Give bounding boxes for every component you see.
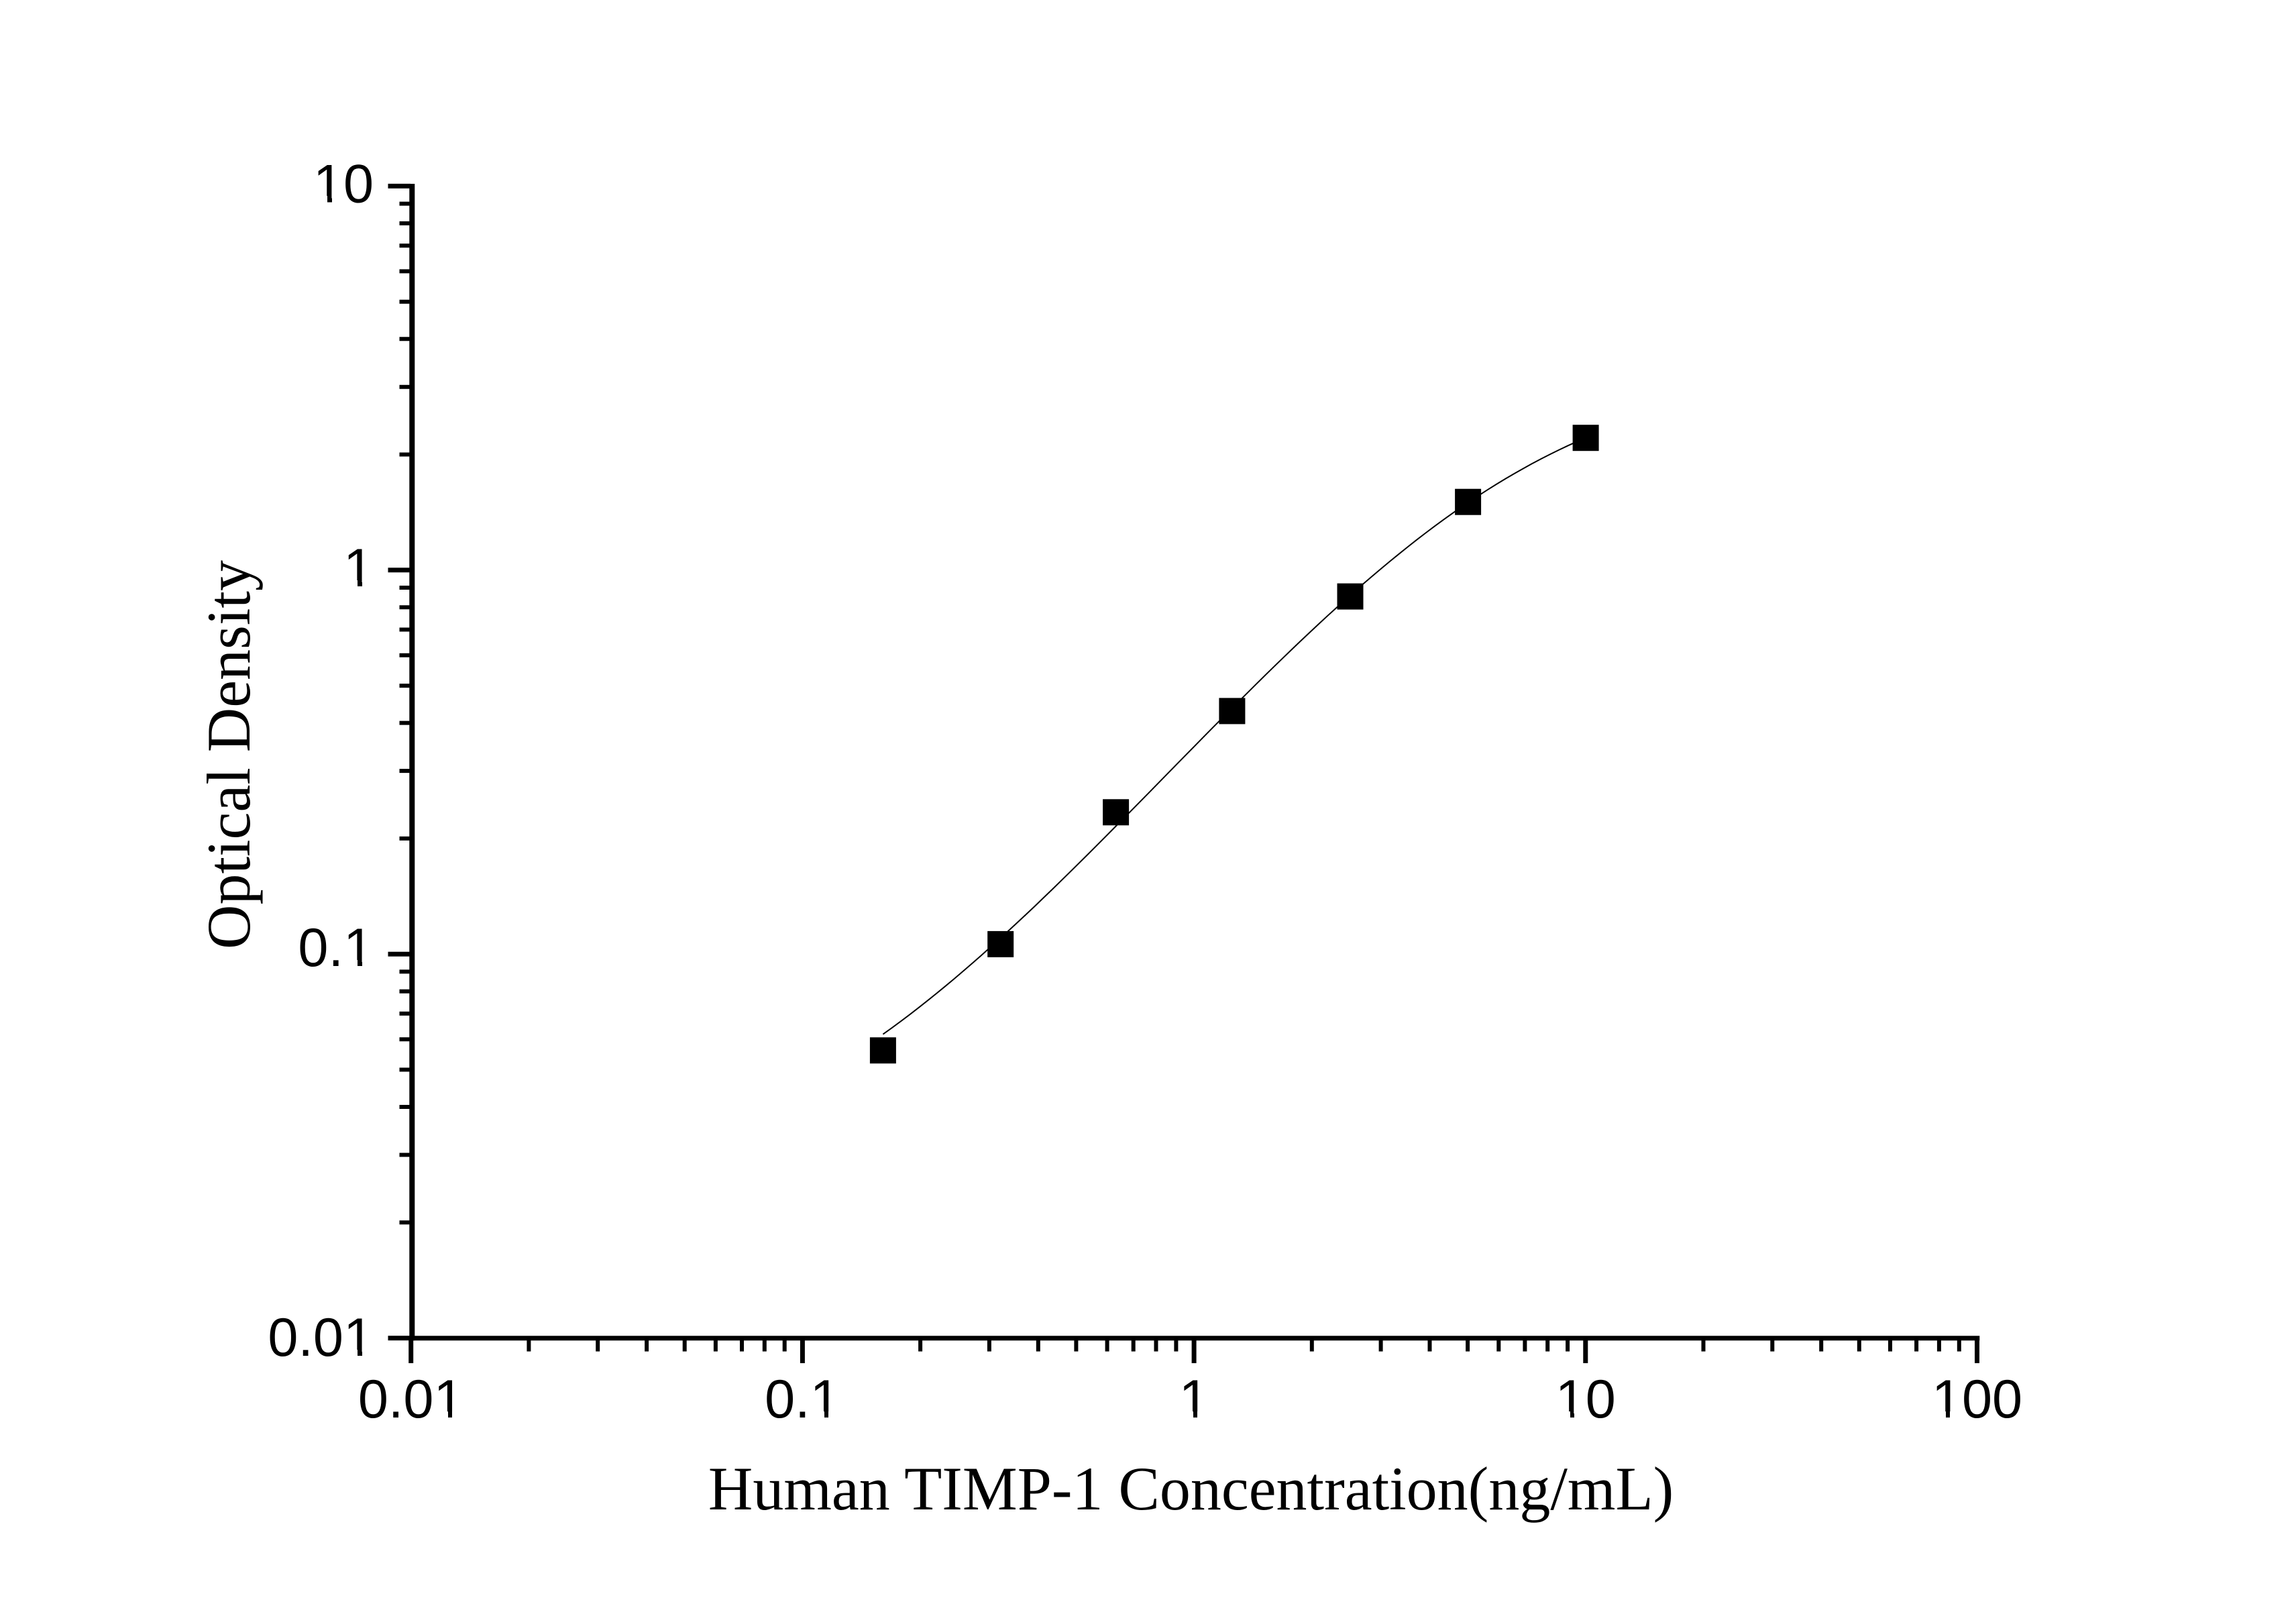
svg-text:10: 10 — [1555, 1369, 1616, 1430]
svg-text:10: 10 — [313, 154, 374, 214]
svg-text:100: 100 — [1932, 1369, 2022, 1430]
svg-text:1: 1 — [1179, 1369, 1209, 1430]
svg-text:Human TIMP-1 Concentration(ng/: Human TIMP-1 Concentration(ng/mL) — [708, 1454, 1674, 1523]
svg-text:0.01: 0.01 — [358, 1369, 464, 1430]
svg-text:0.1: 0.1 — [765, 1369, 840, 1430]
svg-text:0.1: 0.1 — [298, 918, 374, 978]
svg-text:0.01: 0.01 — [268, 1307, 374, 1368]
svg-text:Optical Density: Optical Density — [195, 560, 263, 949]
svg-text:1: 1 — [343, 538, 374, 598]
